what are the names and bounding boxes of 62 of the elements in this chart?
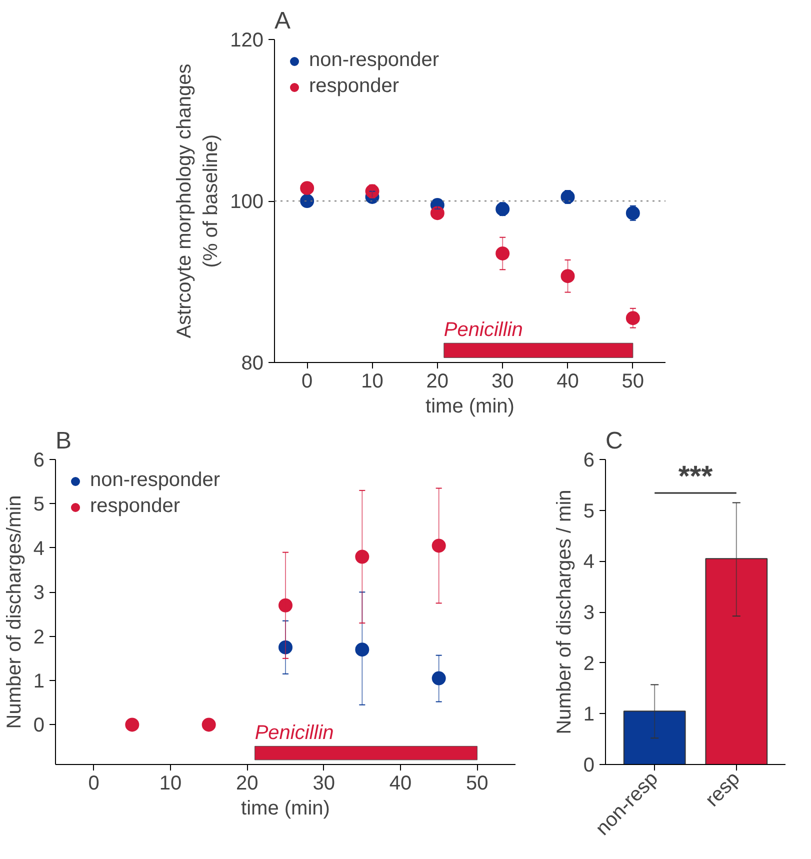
y-tick-label: 3 <box>33 582 44 604</box>
x-tick-label: resp <box>701 768 744 812</box>
y-axis-title: Astrcoyte morphology changes (% of baseline) <box>174 64 222 338</box>
point <box>560 269 575 284</box>
point <box>430 206 444 220</box>
point <box>365 184 380 198</box>
point <box>432 671 446 686</box>
point <box>202 718 216 732</box>
y-tick-label: 6 <box>583 450 594 472</box>
x-tick-label: 30 <box>312 772 335 794</box>
x-axis-title: time (min) <box>241 798 330 820</box>
legend-label: responder <box>309 75 400 98</box>
legend-label: non-responder <box>309 49 440 72</box>
y-axis-title: Number of discharges/min <box>3 495 26 729</box>
point <box>432 538 446 553</box>
x-tick-label: 10 <box>159 772 182 794</box>
y-tick-label: 1 <box>33 670 44 693</box>
y-tick-label: 3 <box>583 602 594 624</box>
y-tick-label: 0 <box>33 714 44 737</box>
x-axis-title: time (min) <box>426 396 514 418</box>
band-label: Penicillin <box>254 722 334 744</box>
chart-title: B <box>56 428 72 454</box>
point <box>300 194 314 208</box>
y-tick-label: 6 <box>33 450 44 472</box>
x-tick-label: 50 <box>466 772 488 794</box>
y-tick-label: 2 <box>33 626 44 648</box>
x-tick-label: 0 <box>302 370 313 392</box>
y-axis-title: Number of discharges / min <box>553 490 576 734</box>
y-tick-label: 5 <box>583 500 594 522</box>
y-tick-label: 2 <box>583 652 594 675</box>
y-tick-label: 120 <box>230 30 264 52</box>
x-tick-label: 10 <box>361 370 384 392</box>
chart-title: C <box>606 428 623 454</box>
point <box>496 246 510 260</box>
y-tick-label: 4 <box>583 551 594 574</box>
x-tick-label: 20 <box>236 772 258 794</box>
point <box>626 206 640 220</box>
x-tick-label: 30 <box>491 370 514 392</box>
point <box>278 598 292 612</box>
x-tick-label: 50 <box>622 370 644 392</box>
point <box>496 202 510 216</box>
point <box>278 640 292 654</box>
x-tick-label: 40 <box>389 772 412 794</box>
x-tick-label: 20 <box>426 370 449 392</box>
chart-title: A <box>274 8 291 34</box>
point <box>560 190 575 204</box>
legend-label: non-responder <box>90 469 220 492</box>
point <box>300 181 314 196</box>
y-tick-label: 100 <box>230 191 264 213</box>
annotation: *** <box>678 460 714 494</box>
point <box>355 642 370 657</box>
band-label: Penicillin <box>444 319 523 342</box>
y-tick-label: 4 <box>33 538 44 560</box>
y-tick-label: 80 <box>241 352 264 374</box>
legend-label: responder <box>90 495 180 518</box>
x-tick-label: 0 <box>88 772 100 794</box>
y-tick-label: 5 <box>33 494 44 516</box>
point <box>626 311 640 326</box>
point <box>355 550 370 564</box>
point <box>125 718 140 732</box>
y-tick-label: 1 <box>583 704 594 726</box>
x-tick-label: 40 <box>556 370 579 392</box>
